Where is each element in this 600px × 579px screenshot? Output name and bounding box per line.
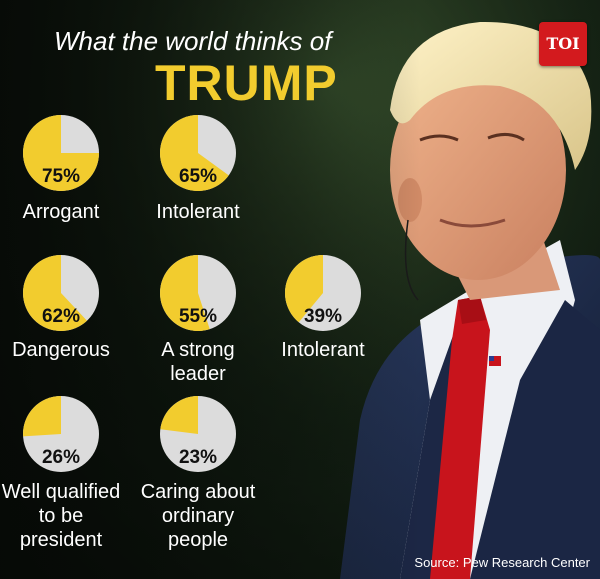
toi-logo[interactable]: TOI [539,22,587,66]
subtitle: What the world thinks of [54,26,332,56]
pie-chart: 55% [160,255,236,331]
pie-value-label: 65% [179,166,217,187]
pie-slice [22,396,61,437]
pie-value-label: 75% [42,166,80,187]
pie-category-label: Dangerous [12,339,110,361]
pie-slice [160,255,210,331]
pie-chart: 75% [23,115,99,191]
pie-slice [160,396,198,434]
pie-chart: 39% [284,255,361,331]
pie-slice [23,255,88,331]
pie-slice [160,115,229,191]
logo-text: TOI [546,34,580,53]
pie-value-label: 55% [179,306,217,327]
pie-chart: 62% [23,255,99,331]
pie-category-label: Well qualified to be president [1,481,121,551]
pie-chart: 65% [160,115,236,191]
pie-slice [23,115,99,191]
pie-category-label: Caring about ordinary people [140,481,256,551]
pie-category-label: A strong leader [161,339,235,385]
pie-category-label: Arrogant [22,201,100,223]
pie-category-label: Intolerant [281,339,365,361]
pie-value-label: 23% [179,447,217,468]
pie-chart: 23% [160,396,236,472]
pie-value-label: 39% [304,306,342,327]
pie-value-label: 26% [42,447,80,468]
source-note: Source: Pew Research Center [414,555,590,570]
page-title: TRUMP [155,55,338,111]
pie-slice [284,255,323,323]
pie-chart: 26% [22,396,99,472]
pie-value-label: 62% [42,306,80,327]
pie-category-label: Intolerant [156,201,240,223]
